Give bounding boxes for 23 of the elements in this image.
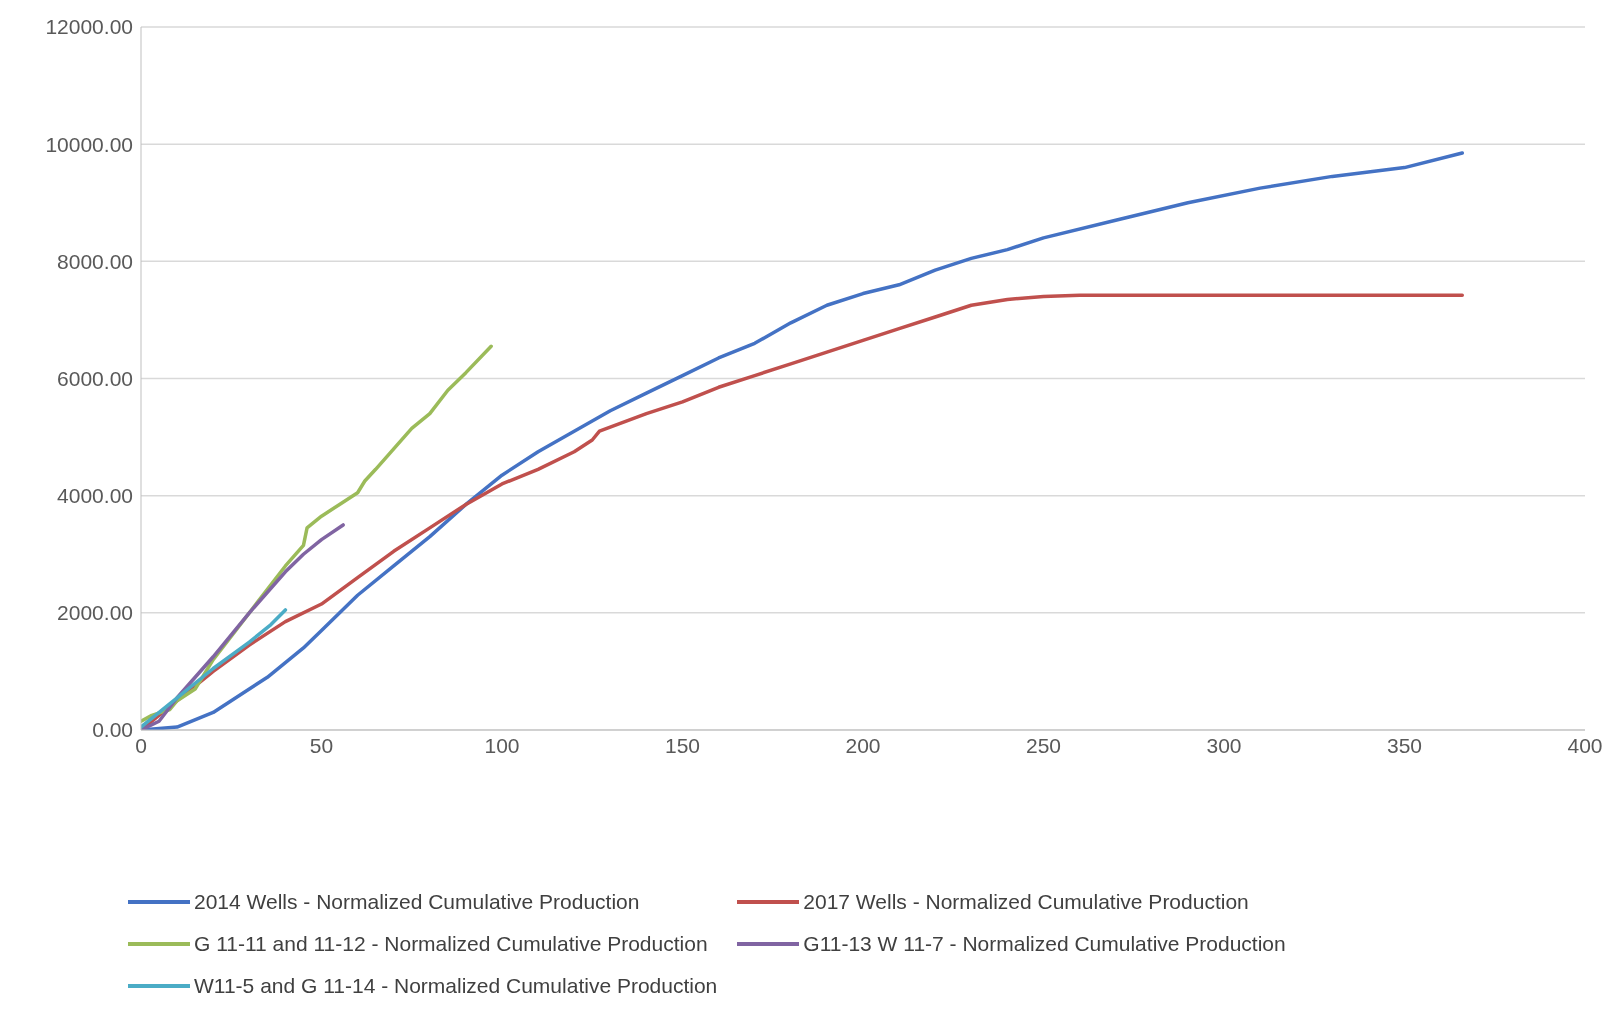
legend-label: G11-13 W 11-7 - Normalized Cumulative Production: [803, 932, 1286, 956]
x-tick-label: 400: [1567, 733, 1603, 757]
y-tick-label: 0.00: [92, 718, 133, 742]
x-tick-label: 300: [1206, 733, 1242, 757]
y-tick-label: 6000.00: [57, 366, 133, 390]
x-tick-label: 250: [1025, 733, 1062, 757]
y-tick-label: 8000.00: [57, 249, 133, 273]
y-tick-label: 2000.00: [57, 601, 133, 625]
x-tick-label: 350: [1386, 733, 1423, 757]
y-tick-label: 10000.00: [45, 132, 133, 156]
x-tick-label: 100: [484, 733, 520, 757]
x-tick-label: 200: [845, 733, 881, 757]
legend-label: 2014 Wells - Normalized Cumulative Production: [194, 890, 640, 914]
y-tick-label: 12000.00: [45, 15, 133, 39]
legend-label: G 11-11 and 11-12 - Normalized Cumulative Production: [194, 932, 708, 956]
y-tick-label: 4000.00: [57, 484, 133, 508]
legend-label: 2017 Wells - Normalized Cumulative Production: [803, 890, 1249, 914]
x-tick-label: 0: [135, 733, 147, 757]
x-tick-label: 50: [309, 733, 334, 757]
legend-label: W11-5 and G 11-14 - Normalized Cumulative Production: [194, 974, 718, 998]
line-series: [141, 608, 288, 729]
x-tick-label: 150: [664, 733, 701, 757]
line-series: [141, 523, 345, 730]
